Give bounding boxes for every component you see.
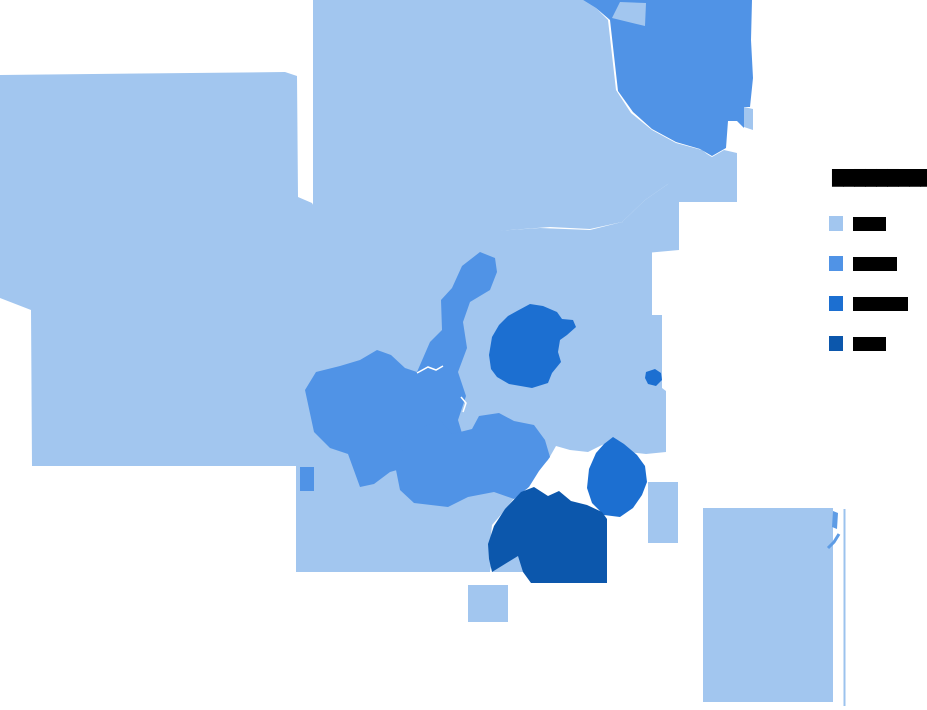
legend-items: ███ ████ █████ ███ <box>829 216 909 376</box>
map-region-east-coast-small-rect[interactable] <box>648 482 678 543</box>
map-region-east-peninsula-region[interactable] <box>489 304 576 388</box>
map-region-south-island-rect[interactable] <box>468 585 508 622</box>
legend-item-4[interactable]: ███ <box>829 336 908 351</box>
map-region-far-west-mass[interactable] <box>0 72 357 466</box>
legend-label-4: ███ <box>853 337 887 351</box>
legend-swatch-4[interactable] <box>829 336 843 351</box>
map-region-central-south-mass[interactable] <box>396 413 550 507</box>
map-region-east-tiny-dot[interactable] <box>645 369 662 386</box>
map-region-south-notch-wedge[interactable] <box>492 556 523 572</box>
legend-swatch-3[interactable] <box>829 296 843 311</box>
map-border-squiggle-2 <box>460 396 467 413</box>
legend-item-1[interactable]: ███ <box>829 216 908 231</box>
map-region-north-notch-wedge[interactable] <box>612 2 646 26</box>
map-region-northeast-east-block[interactable] <box>622 150 737 253</box>
legend-title: ███████████ <box>832 171 927 186</box>
map-region-southeast-coastal-region[interactable] <box>587 437 647 517</box>
map-region-northeast-small-patch[interactable] <box>744 107 753 130</box>
map-region-northeast-main[interactable] <box>583 0 753 156</box>
map-border-squiggle-1 <box>416 365 444 374</box>
map-region-southsea-large-rect[interactable] <box>703 508 833 702</box>
inset-island-dash <box>832 511 838 529</box>
legend-swatch-1[interactable] <box>829 216 843 231</box>
legend-label-2: ████ <box>853 257 898 271</box>
map-region-small-square-south[interactable] <box>300 467 314 491</box>
inset-island-check <box>826 533 841 550</box>
map-region-north-strip[interactable] <box>313 0 712 258</box>
legend-label-3: █████ <box>853 297 909 311</box>
legend-item-3[interactable]: █████ <box>829 296 909 311</box>
legend-swatch-2[interactable] <box>829 256 843 271</box>
legend-label-1: ███ <box>853 217 887 231</box>
legend-item-2[interactable]: ████ <box>829 256 908 271</box>
map-region-central-basin[interactable] <box>296 205 666 572</box>
